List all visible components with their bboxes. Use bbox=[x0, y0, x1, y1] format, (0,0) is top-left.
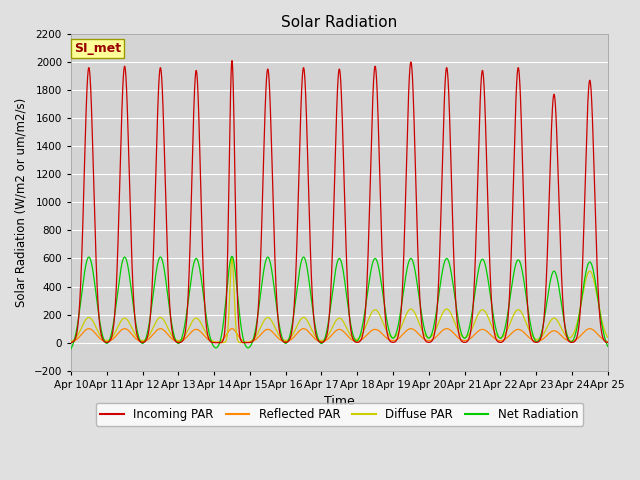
Legend: Incoming PAR, Reflected PAR, Diffuse PAR, Net Radiation: Incoming PAR, Reflected PAR, Diffuse PAR… bbox=[95, 403, 583, 425]
X-axis label: Time: Time bbox=[324, 396, 355, 408]
Text: SI_met: SI_met bbox=[74, 42, 121, 55]
Y-axis label: Solar Radiation (W/m2 or um/m2/s): Solar Radiation (W/m2 or um/m2/s) bbox=[15, 98, 28, 307]
Title: Solar Radiation: Solar Radiation bbox=[281, 15, 397, 30]
